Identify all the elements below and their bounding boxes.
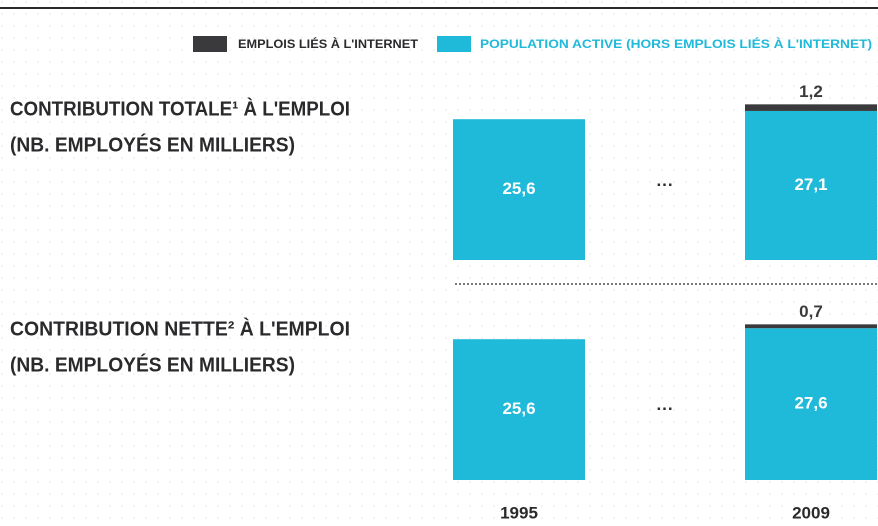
bar-segment (745, 110, 877, 260)
panel-title: CONTRIBUTION TOTALE¹ À L'EMPLOI (10, 97, 350, 120)
value-label: 25,6 (502, 179, 535, 198)
ellipsis: ··· (657, 175, 674, 194)
bar-segment (745, 324, 877, 329)
legend-label: POPULATION ACTIVE (HORS EMPLOIS LIÉS À L… (480, 36, 872, 51)
legend-swatch (437, 36, 471, 52)
x-tick-label: 2009 (792, 503, 830, 522)
value-label: 0,7 (799, 302, 823, 321)
panel-subtitle: (NB. EMPLOYÉS EN MILLIERS) (10, 353, 295, 376)
panel-subtitle: (NB. EMPLOYÉS EN MILLIERS) (10, 133, 295, 156)
legend-swatch (193, 36, 227, 52)
value-label: 25,6 (502, 399, 535, 418)
legend-label: EMPLOIS LIÉS À L'INTERNET (238, 36, 419, 51)
ellipsis: ··· (657, 399, 674, 418)
bar-segment (745, 328, 877, 480)
value-label: 1,2 (799, 82, 823, 101)
x-tick-label: 1995 (500, 503, 538, 522)
bar-segment (745, 104, 877, 111)
bar-segment (453, 339, 585, 480)
value-label: 27,1 (794, 175, 827, 194)
bar-segment (453, 119, 585, 260)
value-label: 27,6 (794, 394, 827, 413)
panel-title: CONTRIBUTION NETTE² À L'EMPLOI (10, 317, 350, 340)
